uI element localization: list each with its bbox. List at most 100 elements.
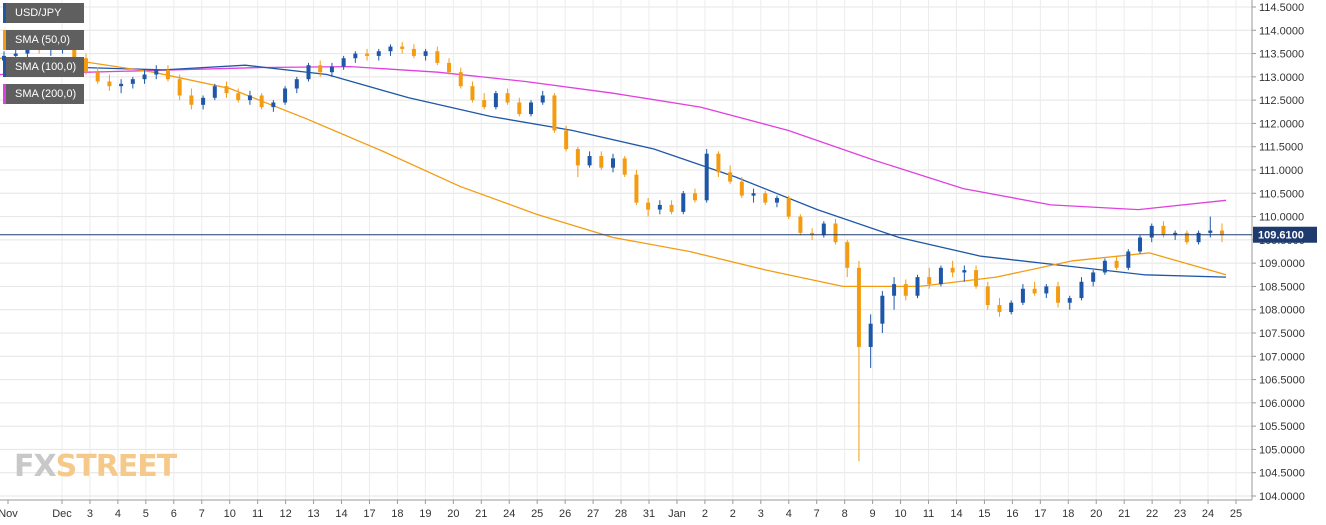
candle-body [821,223,826,236]
x-tick-label: 25 [531,508,543,520]
candle-body [868,323,873,347]
candle-body [517,102,522,115]
candle-body [657,204,662,210]
candle-body [423,51,428,56]
legend-sma-50[interactable]: SMA (50,0) [3,30,85,50]
current-price: 109.6100 [0,226,1317,243]
candle [1032,281,1037,296]
y-tick-label: 113.0000 [1259,72,1304,84]
x-tick-label: 20 [1090,508,1102,520]
legend-swatch [3,3,6,23]
x-tick-label: 6 [171,508,177,520]
candle [458,67,463,89]
candle [201,95,206,110]
x-tick-label: 11 [252,508,263,520]
candle-body [540,95,545,103]
candle-body [646,202,651,210]
x-tick-label: 8 [842,508,848,520]
candle-body [107,81,112,87]
candle [552,93,557,133]
candle [165,65,170,82]
candle [704,149,709,203]
candle [892,277,897,310]
candle [634,170,639,205]
sma-50-line [0,57,1227,288]
candle-body [634,174,639,203]
candle-body [786,197,791,217]
candle-body [142,74,147,80]
y-axis: 114.5000 114.0000 113.5000 113.0000 112.5000… [1251,0,1305,503]
candle-body [165,69,170,80]
x-tick-label: 3 [758,508,764,520]
y-tick-label: 104.5000 [1259,468,1305,480]
candle-body [985,286,990,306]
candle-body [201,97,206,105]
candle [950,260,955,278]
candle-body [845,242,850,268]
candle [868,314,873,368]
x-tick-label: 26 [559,508,571,520]
candle-body [72,43,77,59]
candle [692,188,697,203]
fxstreet-logo: FXSTREET [14,449,177,484]
candle-body [482,100,487,108]
candle-body [1009,302,1014,313]
candle [411,44,416,59]
candle-body [1138,237,1143,252]
y-tick-label: 107.0000 [1259,351,1305,363]
candle-body [611,158,615,168]
legend-usdjpy[interactable]: USD/JPY [3,3,85,23]
candle [856,260,861,462]
candle-body [1196,232,1201,243]
candle [751,188,756,203]
candle-body [763,193,768,203]
candle [1079,277,1084,301]
candle [1114,256,1119,271]
x-tick-label: 28 [615,508,627,520]
candle [646,197,651,217]
candle-body [622,158,627,175]
candle-body [692,193,697,201]
legend-swatch [3,57,6,77]
x-tick-label: 10 [894,508,906,520]
candle [810,228,815,240]
candle [447,58,452,75]
legend-sma-100[interactable]: SMA (100,0) [3,57,85,77]
candle [540,90,545,105]
y-tick-label: 107.5000 [1259,328,1305,340]
candle-body [294,79,299,89]
candle [130,76,135,89]
x-tick-label: 25 [1230,508,1242,520]
candle-body [1220,230,1224,236]
candle-body [212,86,217,98]
candle [1044,284,1049,299]
candle [1184,230,1189,245]
y-tick-label: 106.0000 [1259,398,1305,410]
x-tick-label: 4 [786,508,792,520]
candle [880,291,885,333]
candle-body [880,295,885,324]
candle [1138,235,1143,254]
candle [1056,281,1061,308]
candle-body [927,277,932,285]
candle [318,60,323,77]
candle-body [1044,286,1049,294]
legend-sma-200[interactable]: SMA (200,0) [3,84,85,104]
candle [974,265,979,289]
candle-body [25,47,30,54]
y-tick-label: 112.5000 [1259,95,1304,107]
candle-body [1067,298,1072,303]
y-tick-label: 114.5000 [1259,2,1304,14]
x-tick-label: 21 [475,508,487,520]
candle [247,90,252,105]
candle-body [493,93,498,108]
x-tick-label: 24 [503,508,515,520]
y-tick-label: 108.0000 [1259,305,1305,317]
candle [1149,223,1154,243]
candle-body [341,58,346,67]
legend-label: USD/JPY [15,7,62,19]
x-tick-label: 31 [643,508,655,520]
candle-body [798,216,803,233]
candle [985,281,990,310]
candle-body [903,284,908,296]
